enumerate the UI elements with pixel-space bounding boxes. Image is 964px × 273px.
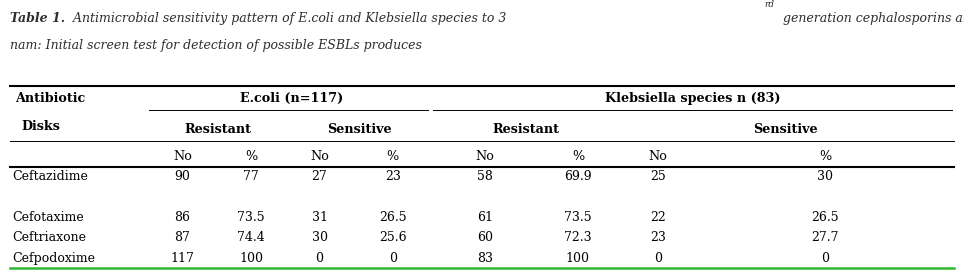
Text: 100: 100 (566, 252, 590, 265)
Text: Disks: Disks (22, 120, 61, 133)
Text: 27.7: 27.7 (811, 232, 839, 245)
Text: 0: 0 (315, 252, 324, 265)
Text: 23: 23 (385, 170, 401, 183)
Text: 26.5: 26.5 (811, 211, 839, 224)
Text: Cefotaxime: Cefotaxime (13, 211, 84, 224)
Text: Table 1.: Table 1. (10, 12, 65, 25)
Text: 60: 60 (477, 232, 493, 245)
Text: rd: rd (764, 0, 774, 9)
Text: 73.5: 73.5 (237, 211, 265, 224)
Text: 72.3: 72.3 (564, 232, 592, 245)
Text: 58: 58 (477, 170, 493, 183)
Text: Sensitive: Sensitive (754, 123, 818, 136)
Text: 30: 30 (311, 232, 328, 245)
Text: Antibiotic: Antibiotic (15, 92, 86, 105)
Text: 87: 87 (174, 232, 191, 245)
Text: Ceftazidime: Ceftazidime (13, 170, 89, 183)
Text: 25: 25 (651, 170, 666, 183)
Text: 100: 100 (239, 252, 263, 265)
Text: 86: 86 (174, 211, 191, 224)
Text: Cefpodoxime: Cefpodoxime (13, 252, 95, 265)
Text: 69.9: 69.9 (564, 170, 592, 183)
Text: 74.4: 74.4 (237, 232, 265, 245)
Text: 27: 27 (311, 170, 328, 183)
Text: Ceftriaxone: Ceftriaxone (13, 232, 87, 245)
Text: generation cephalosporins and aztreo-: generation cephalosporins and aztreo- (779, 12, 964, 25)
Text: No: No (174, 150, 192, 163)
Text: Resistant: Resistant (493, 123, 559, 136)
Text: Klebsiella species n (83): Klebsiella species n (83) (605, 92, 781, 105)
Text: 23: 23 (651, 232, 666, 245)
Text: Antimicrobial sensitivity pattern of E.coli and Klebsiella species to 3: Antimicrobial sensitivity pattern of E.c… (69, 12, 506, 25)
Text: 73.5: 73.5 (564, 211, 592, 224)
Text: 83: 83 (477, 252, 493, 265)
Text: 26.5: 26.5 (379, 211, 407, 224)
Text: 22: 22 (651, 211, 666, 224)
Text: No: No (649, 150, 668, 163)
Text: 90: 90 (174, 170, 191, 183)
Text: nam: Initial screen test for detection of possible ESBLs produces: nam: Initial screen test for detection o… (10, 39, 421, 52)
Text: %: % (818, 150, 831, 163)
Text: 0: 0 (655, 252, 662, 265)
Text: 77: 77 (243, 170, 259, 183)
Text: No: No (310, 150, 329, 163)
Text: %: % (387, 150, 399, 163)
Text: 31: 31 (311, 211, 328, 224)
Text: Resistant: Resistant (184, 123, 252, 136)
Text: 25.6: 25.6 (379, 232, 407, 245)
Text: No: No (475, 150, 495, 163)
Text: 30: 30 (817, 170, 833, 183)
Text: 0: 0 (821, 252, 829, 265)
Text: 117: 117 (171, 252, 195, 265)
Text: 61: 61 (477, 211, 493, 224)
Text: 0: 0 (388, 252, 397, 265)
Text: Sensitive: Sensitive (328, 123, 392, 136)
Text: %: % (245, 150, 257, 163)
Text: E.coli (n=117): E.coli (n=117) (239, 92, 343, 105)
Text: %: % (572, 150, 584, 163)
